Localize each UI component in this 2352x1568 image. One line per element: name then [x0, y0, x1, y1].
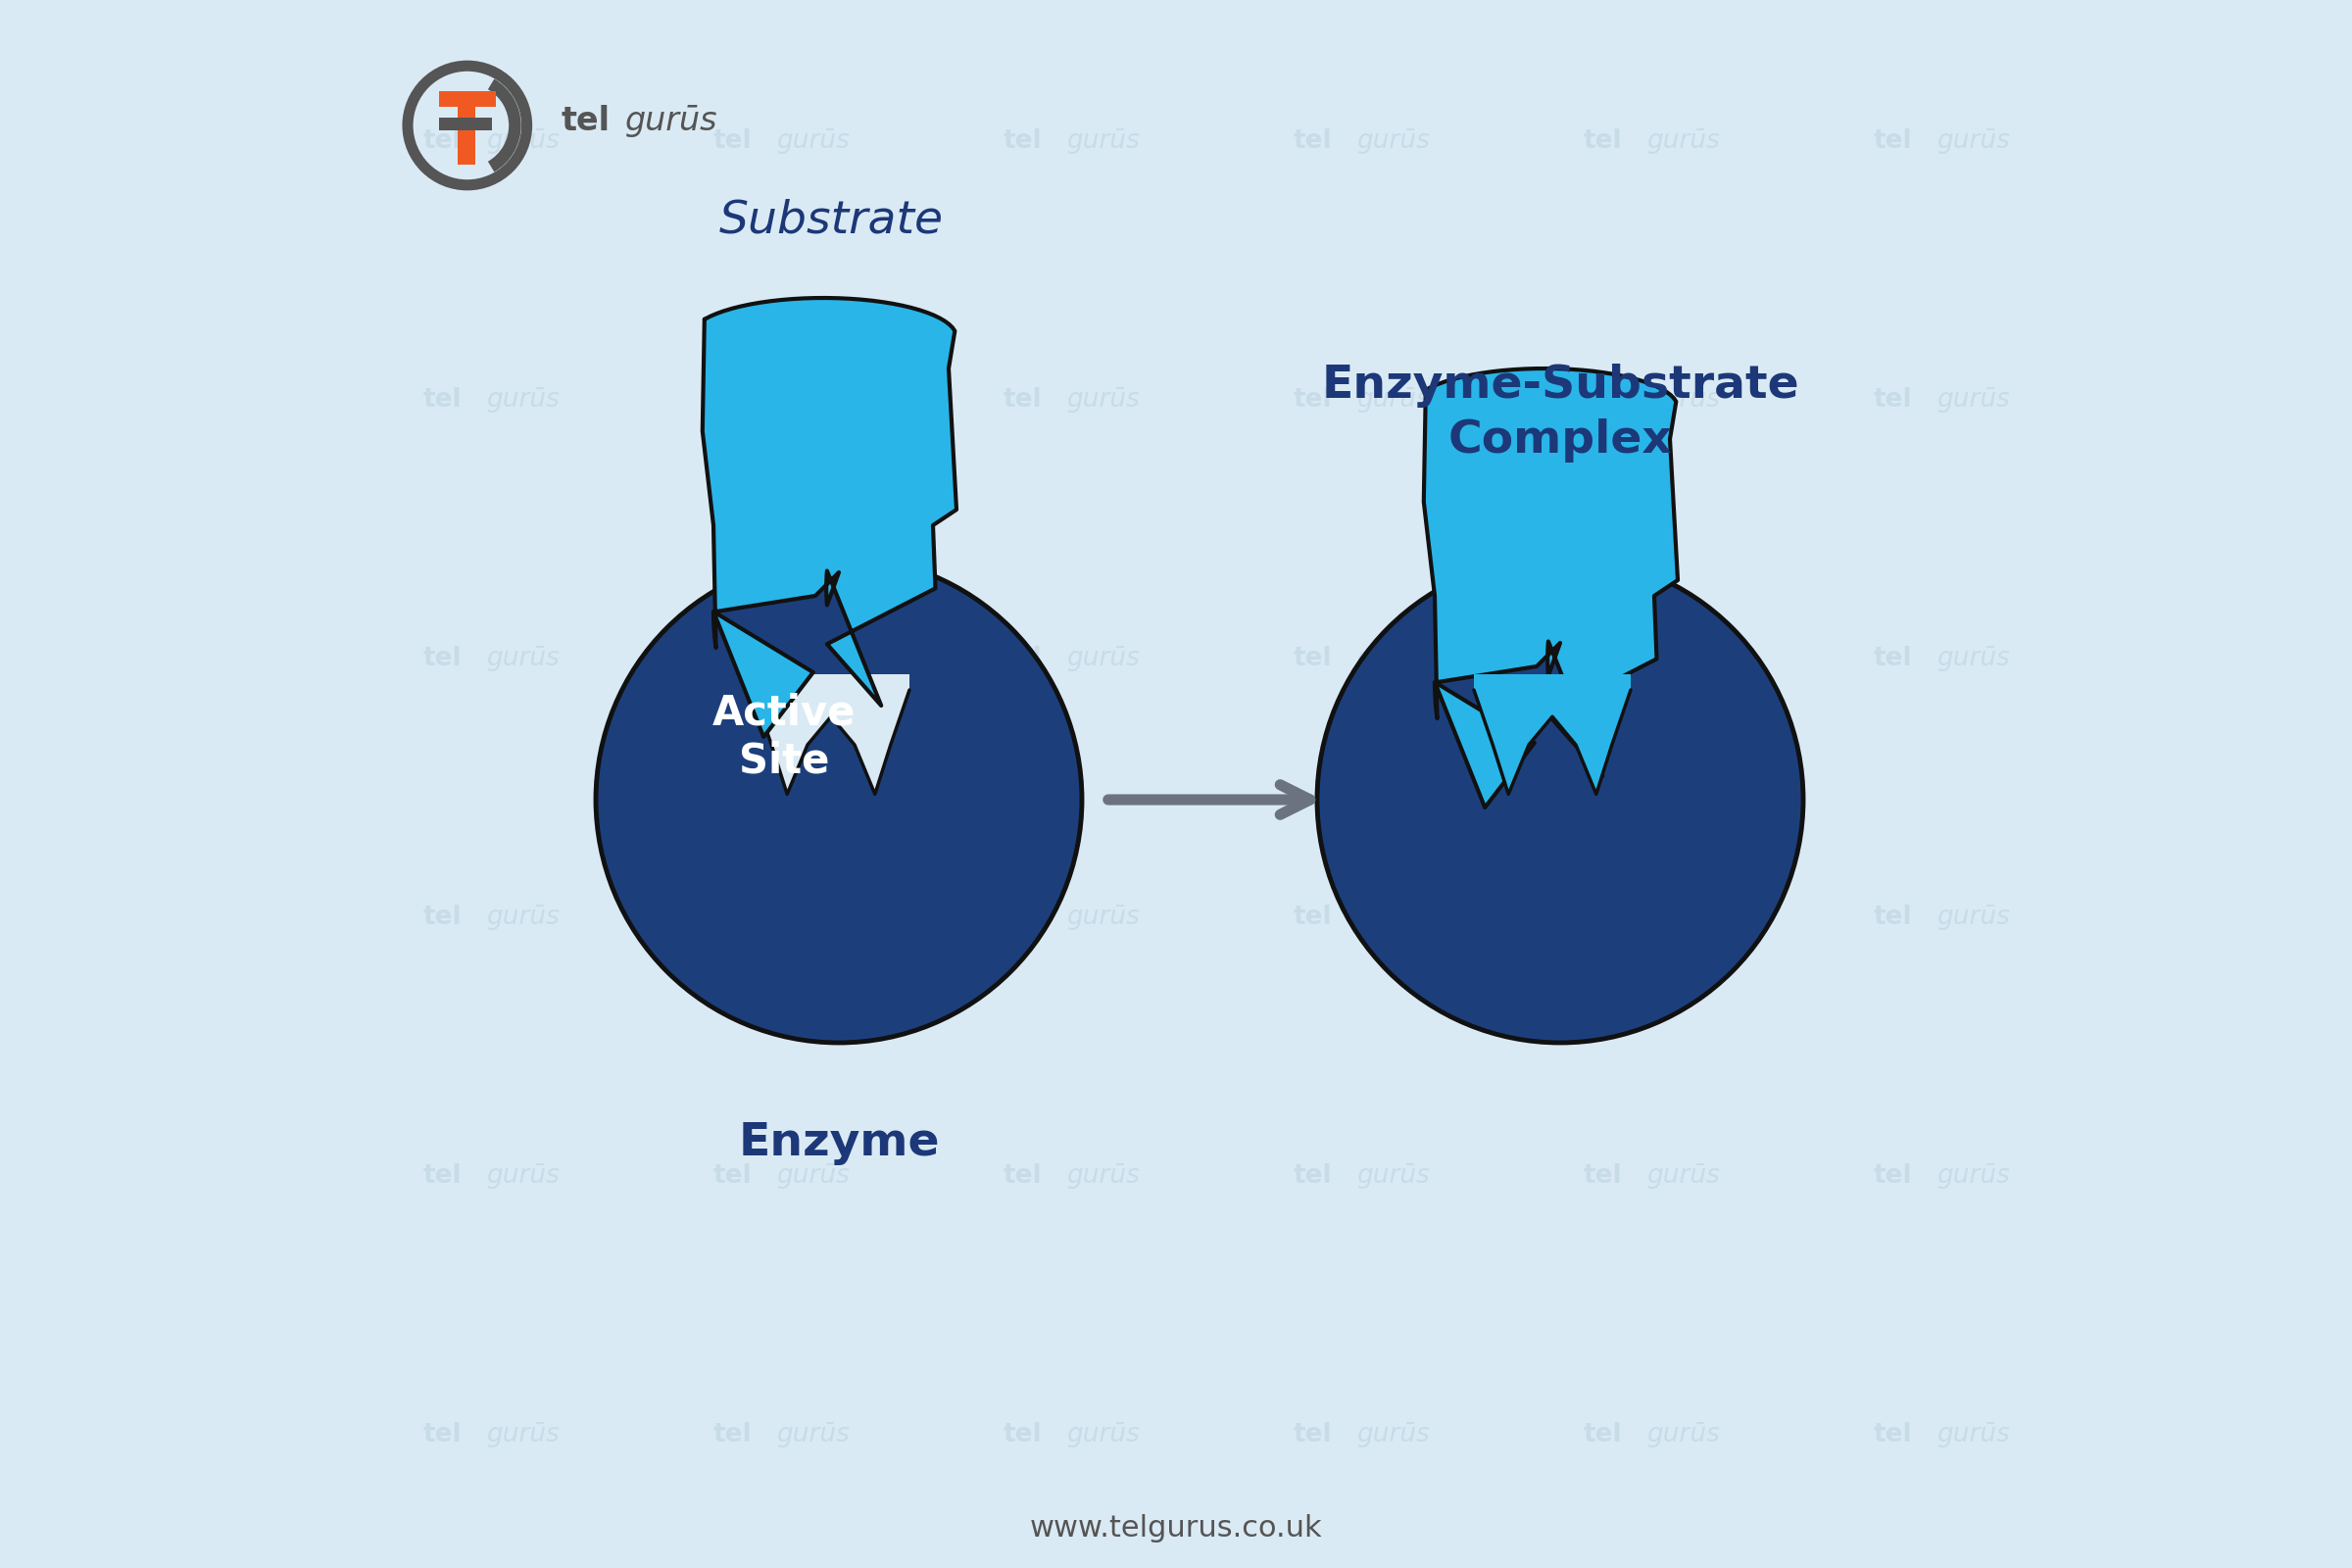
- Text: tel: tel: [1004, 1163, 1042, 1189]
- Polygon shape: [1423, 368, 1677, 808]
- Polygon shape: [1475, 674, 1630, 795]
- Text: gurūs: gurūs: [1936, 646, 2011, 671]
- Text: tel: tel: [1583, 387, 1623, 412]
- Text: tel: tel: [1004, 129, 1042, 154]
- Text: gurūs: gurūs: [1357, 129, 1430, 154]
- Text: gurūs: gurūs: [1357, 905, 1430, 930]
- Text: gurūs: gurūs: [487, 646, 560, 671]
- Text: gurūs: gurūs: [1646, 1163, 1719, 1189]
- Text: tel: tel: [1875, 1163, 1912, 1189]
- Text: tel: tel: [713, 905, 753, 930]
- Text: tel: tel: [1875, 1422, 1912, 1447]
- Text: tel: tel: [1294, 905, 1334, 930]
- Text: gurūs: gurūs: [487, 905, 560, 930]
- Text: tel: tel: [1294, 646, 1334, 671]
- Text: gurūs: gurūs: [1065, 1163, 1141, 1189]
- Text: gurūs: gurūs: [1646, 646, 1719, 671]
- Polygon shape: [703, 298, 957, 737]
- Text: tel: tel: [1583, 129, 1623, 154]
- Text: tel: tel: [1875, 129, 1912, 154]
- Text: gurūs: gurūs: [1936, 129, 2011, 154]
- Text: tel: tel: [713, 129, 753, 154]
- Text: tel: tel: [1004, 387, 1042, 412]
- Text: tel: tel: [713, 1163, 753, 1189]
- Text: gurūs: gurūs: [1357, 646, 1430, 671]
- Text: gurūs: gurūs: [1936, 387, 2011, 412]
- Text: gurūs: gurūs: [776, 129, 849, 154]
- Text: tel: tel: [1004, 905, 1042, 930]
- Text: tel: tel: [1583, 1422, 1623, 1447]
- Text: tel: tel: [1294, 1163, 1334, 1189]
- Text: gurūs: gurūs: [776, 646, 849, 671]
- Text: Substrate: Substrate: [720, 199, 943, 243]
- Text: gurūs: gurūs: [487, 1422, 560, 1447]
- Text: tel: tel: [562, 105, 612, 136]
- Text: Active
Site: Active Site: [713, 693, 856, 781]
- Text: gurūs: gurūs: [1646, 905, 1719, 930]
- Text: gurūs: gurūs: [1065, 387, 1141, 412]
- Text: gurūs: gurūs: [487, 129, 560, 154]
- Text: tel: tel: [1294, 387, 1334, 412]
- Text: gurūs: gurūs: [1065, 646, 1141, 671]
- FancyBboxPatch shape: [459, 94, 475, 165]
- Text: gurūs: gurūs: [1357, 1163, 1430, 1189]
- Text: tel: tel: [713, 1422, 753, 1447]
- Text: gurūs: gurūs: [776, 1163, 849, 1189]
- Text: gurūs: gurūs: [626, 105, 717, 136]
- Text: tel: tel: [1583, 905, 1623, 930]
- Text: tel: tel: [1583, 1163, 1623, 1189]
- Text: Enzyme-Substrate
Complex: Enzyme-Substrate Complex: [1322, 364, 1799, 463]
- Text: gurūs: gurūs: [1357, 387, 1430, 412]
- FancyBboxPatch shape: [440, 91, 496, 107]
- Text: tel: tel: [423, 646, 463, 671]
- Text: gurūs: gurūs: [487, 387, 560, 412]
- Text: tel: tel: [713, 387, 753, 412]
- Text: gurūs: gurūs: [776, 905, 849, 930]
- Text: tel: tel: [1583, 646, 1623, 671]
- Text: tel: tel: [423, 387, 463, 412]
- Text: Enzyme: Enzyme: [739, 1121, 938, 1165]
- Text: tel: tel: [423, 1422, 463, 1447]
- Text: gurūs: gurūs: [1646, 1422, 1719, 1447]
- Text: gurūs: gurūs: [776, 387, 849, 412]
- Circle shape: [595, 557, 1082, 1043]
- Text: gurūs: gurūs: [1065, 129, 1141, 154]
- Text: tel: tel: [713, 646, 753, 671]
- Text: tel: tel: [1875, 905, 1912, 930]
- Text: gurūs: gurūs: [1936, 1163, 2011, 1189]
- Text: gurūs: gurūs: [1936, 905, 2011, 930]
- Text: tel: tel: [1004, 1422, 1042, 1447]
- Polygon shape: [753, 674, 910, 795]
- Circle shape: [1317, 557, 1804, 1043]
- Text: www.telgurus.co.uk: www.telgurus.co.uk: [1030, 1515, 1322, 1543]
- Text: gurūs: gurūs: [1357, 1422, 1430, 1447]
- Text: tel: tel: [1875, 387, 1912, 412]
- Text: tel: tel: [1294, 129, 1334, 154]
- Text: tel: tel: [423, 129, 463, 154]
- Text: gurūs: gurūs: [776, 1422, 849, 1447]
- Text: gurūs: gurūs: [1065, 1422, 1141, 1447]
- Text: gurūs: gurūs: [1065, 905, 1141, 930]
- Text: tel: tel: [423, 905, 463, 930]
- Text: tel: tel: [423, 1163, 463, 1189]
- Text: gurūs: gurūs: [487, 1163, 560, 1189]
- Text: gurūs: gurūs: [1646, 129, 1719, 154]
- Text: tel: tel: [1004, 646, 1042, 671]
- Text: gurūs: gurūs: [1646, 387, 1719, 412]
- Text: tel: tel: [1294, 1422, 1334, 1447]
- Text: tel: tel: [1875, 646, 1912, 671]
- Text: gurūs: gurūs: [1936, 1422, 2011, 1447]
- FancyBboxPatch shape: [440, 118, 492, 130]
